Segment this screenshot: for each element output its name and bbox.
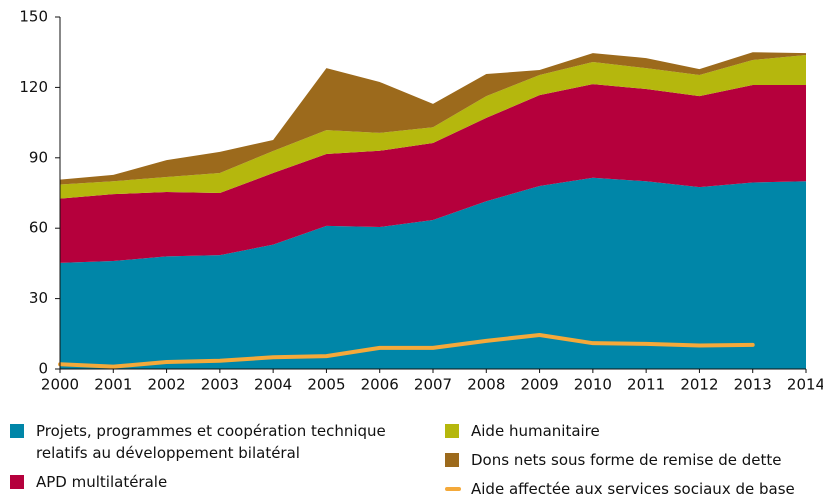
y-tick-label: 0 (38, 360, 48, 378)
area (60, 55, 806, 199)
x-tick-label: 2005 (307, 376, 345, 394)
x-tick-label: 2006 (361, 376, 399, 394)
x-tick-label: 2000 (41, 376, 79, 394)
legend-swatch (10, 475, 24, 489)
area (60, 84, 806, 263)
x-tick-label: 2003 (201, 376, 239, 394)
y-tick-label: 150 (19, 8, 48, 26)
y-tick-label: 60 (29, 219, 48, 237)
y-tick-label: 120 (19, 78, 48, 96)
x-tick-label: 2011 (627, 376, 665, 394)
chart: 0 30 60 90 120 150 2000 2001 2002 2003 2004 2005 200… (19, 8, 823, 394)
line (58, 332, 755, 369)
area (60, 177, 806, 369)
legend-swatch (10, 424, 24, 438)
x-tick-label: 2013 (734, 376, 772, 394)
legend-swatch (445, 453, 459, 467)
legend-swatch (445, 487, 461, 491)
x-tick-label: 2001 (94, 376, 132, 394)
y-tick-label: 90 (29, 148, 48, 166)
legend-swatch (445, 424, 459, 438)
x-tick-label: 2014 (787, 376, 823, 394)
legend-label: Aide humanitaire (471, 422, 600, 440)
x-tick-label: 2008 (467, 376, 505, 394)
legend-label: Dons nets sous forme de remise de dette (471, 451, 782, 469)
y-tick-label: 30 (29, 289, 48, 307)
legend-label: Projets, programmes et coopération techn… (36, 422, 386, 462)
x-tick-label: 2007 (414, 376, 452, 394)
x-tick-label: 2002 (147, 376, 185, 394)
x-tick-label: 2009 (520, 376, 558, 394)
x-tick-label: 2010 (574, 376, 612, 394)
legend-label: APD multilatérale (36, 473, 168, 491)
area (60, 52, 806, 185)
x-tick-label: 2012 (680, 376, 718, 394)
legend-label: Aide affectée aux services sociaux de ba… (471, 480, 795, 498)
x-tick-label: 2004 (254, 376, 292, 394)
